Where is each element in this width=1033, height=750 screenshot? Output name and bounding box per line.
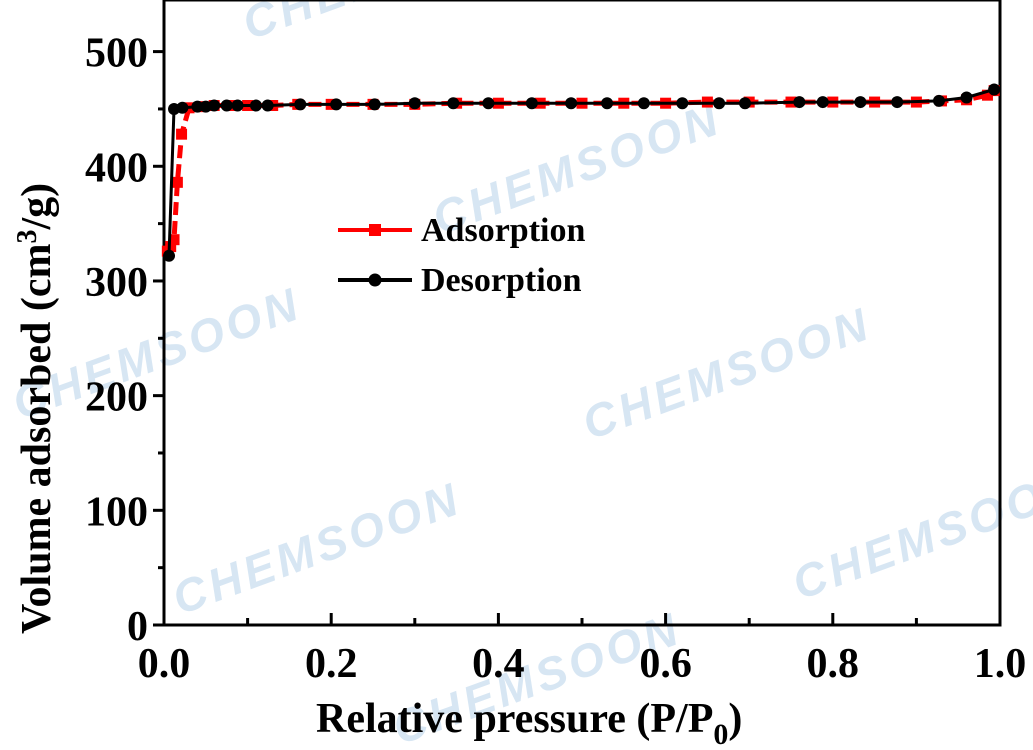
desorption-point	[676, 97, 689, 110]
desorption-point	[199, 100, 212, 113]
x-axis-title-main: Relative pressure (P/P	[316, 696, 713, 742]
desorption-point	[601, 97, 614, 110]
watermark: CHEMSOON	[236, 0, 538, 49]
desorption-point	[816, 96, 829, 109]
desorption-point	[168, 102, 181, 115]
legend-desorption-label: Desorption	[421, 262, 582, 299]
legend: Adsorption Desorption	[338, 212, 585, 299]
y-axis-title-sup: 3	[12, 230, 43, 244]
desorption-point	[330, 98, 343, 111]
y-axis-title-main: Volume adsorbed (cm	[14, 244, 60, 634]
desorption-point	[637, 97, 650, 110]
x-axis-title: Relative pressure (P/P0)	[316, 696, 742, 750]
y-tick-label: 500	[85, 31, 148, 77]
y-axis-title: Volume adsorbed (cm3/g)	[12, 183, 60, 634]
x-axis-ticks: 0.0 0.2 0.4 0.6 0.8 1.0	[138, 613, 1027, 687]
y-axis-title-end: /g)	[14, 183, 60, 231]
watermark-layer: CHEMSOON CHEMSOON CHEMSOON CHEMSOON CHEM…	[6, 0, 1033, 750]
desorption-point	[447, 97, 460, 110]
desorption-point	[932, 94, 945, 107]
y-tick-label: 200	[85, 375, 148, 421]
x-tick-label: 0.0	[138, 641, 191, 687]
desorption-point	[191, 100, 204, 113]
desorption-point	[565, 97, 578, 110]
y-axis-ticks: 0 100 200 300 400 500	[85, 31, 164, 650]
y-tick-label: 300	[85, 260, 148, 306]
desorption-point	[793, 96, 806, 109]
desorption-point	[525, 97, 538, 110]
desorption-point	[739, 97, 752, 110]
desorption-point	[891, 96, 904, 109]
series-layer	[161, 83, 1001, 262]
x-tick-label: 0.6	[639, 641, 692, 687]
desorption-point	[713, 97, 726, 110]
x-tick-label: 1.0	[974, 641, 1027, 687]
desorption-point	[220, 99, 233, 112]
x-axis-title-sub: 0	[713, 718, 728, 750]
watermark: CHEMSOON	[576, 297, 878, 449]
adsorption-point	[168, 234, 180, 246]
watermark: CHEMSOON	[786, 457, 1033, 609]
y-tick-label: 0	[127, 604, 148, 650]
x-tick-label: 0.4	[472, 641, 525, 687]
desorption-point	[261, 99, 274, 112]
legend-adsorption-label: Adsorption	[421, 212, 585, 249]
x-tick-label: 0.2	[305, 641, 358, 687]
watermark: CHEMSOON	[166, 472, 468, 624]
desorption-point	[231, 99, 244, 112]
y-tick-label: 100	[85, 489, 148, 535]
y-tick-label: 400	[85, 145, 148, 191]
desorption-point	[249, 99, 262, 112]
legend-desorption-marker	[368, 273, 382, 287]
adsorption-point	[176, 128, 188, 140]
desorption-point	[854, 96, 867, 109]
desorption-point	[368, 98, 381, 111]
desorption-point	[960, 91, 973, 104]
desorption-point	[408, 97, 421, 110]
desorption-point	[163, 249, 176, 262]
adsorption-point	[981, 89, 993, 101]
adsorption-point	[171, 176, 183, 188]
desorption-point	[988, 83, 1001, 96]
desorption-point	[294, 98, 307, 111]
desorption-point	[482, 97, 495, 110]
x-axis-title-close: )	[728, 696, 742, 742]
x-tick-label: 0.8	[807, 641, 860, 687]
legend-adsorption-marker	[369, 224, 381, 236]
